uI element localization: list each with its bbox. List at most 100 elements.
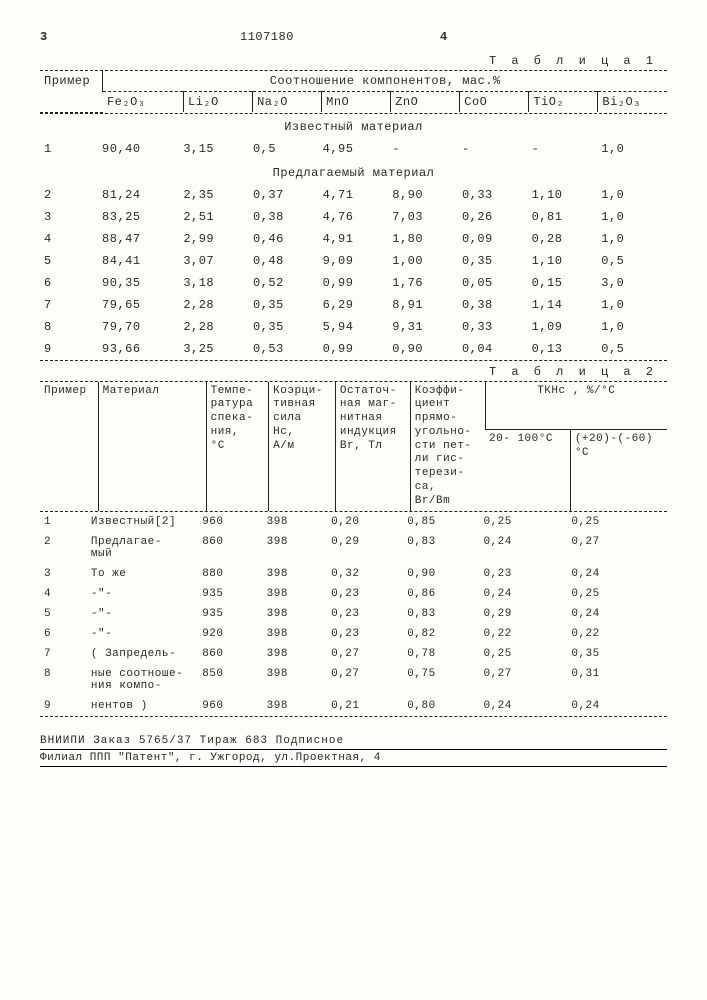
cell: -: [388, 138, 458, 160]
cell: 0,26: [458, 206, 528, 228]
table-row: 1Известный[2]9603980,200,850,250,25: [40, 512, 667, 532]
page-col-left: 3: [40, 30, 240, 44]
cell: 0,27: [567, 532, 667, 564]
cell: 0,23: [327, 624, 403, 644]
cell: 7: [40, 294, 98, 316]
cell: -"-: [87, 624, 198, 644]
t1-col-header: CoO: [460, 92, 529, 113]
table-1-body: Известный материал190,403,150,54,95---1,…: [40, 114, 667, 360]
divider: [40, 360, 667, 361]
cell: 0,24: [479, 696, 567, 716]
cell: 83,25: [98, 206, 179, 228]
cell: 1,0: [597, 184, 667, 206]
cell: 0,04: [458, 338, 528, 360]
table-row: 779,652,280,356,298,910,381,141,0: [40, 294, 667, 316]
cell: 2,28: [179, 316, 249, 338]
cell: 398: [263, 664, 327, 696]
cell: 0,24: [479, 584, 567, 604]
cell: 3,18: [179, 272, 249, 294]
cell: 920: [198, 624, 262, 644]
cell: 4,71: [319, 184, 389, 206]
cell: 2: [40, 532, 87, 564]
cell: 0,38: [249, 206, 319, 228]
cell: 8,90: [388, 184, 458, 206]
cell: То же: [87, 564, 198, 584]
cell: 0,24: [567, 564, 667, 584]
table-row: 879,702,280,355,949,310,331,091,0: [40, 316, 667, 338]
cell: 0,28: [528, 228, 598, 250]
cell: 3,07: [179, 250, 249, 272]
cell: 0,25: [479, 644, 567, 664]
cell: 0,33: [458, 316, 528, 338]
cell: Известный[2]: [87, 512, 198, 532]
cell: 398: [263, 564, 327, 584]
cell: 1,0: [597, 206, 667, 228]
cell: 1,0: [597, 294, 667, 316]
cell: 84,41: [98, 250, 179, 272]
cell: 90,35: [98, 272, 179, 294]
table-row: 383,252,510,384,767,030,260,811,0: [40, 206, 667, 228]
cell: 880: [198, 564, 262, 584]
cell: 0,21: [327, 696, 403, 716]
t2-h4: Коэрци- тивная сила Hc, А/м: [269, 382, 336, 512]
cell: 0,31: [567, 664, 667, 696]
cell: 1,09: [528, 316, 598, 338]
table-row: 488,472,990,464,911,800,090,281,0: [40, 228, 667, 250]
cell: 398: [263, 584, 327, 604]
cell: 1,10: [528, 184, 598, 206]
cell: 1,0: [597, 228, 667, 250]
cell: 1,10: [528, 250, 598, 272]
table1-caption: Т а б л и ц а 1: [40, 54, 657, 68]
cell: 0,52: [249, 272, 319, 294]
cell: 0,25: [567, 584, 667, 604]
cell: 0,5: [249, 138, 319, 160]
cell: 0,75: [403, 664, 479, 696]
cell: 79,70: [98, 316, 179, 338]
cell: 93,66: [98, 338, 179, 360]
cell: 1,14: [528, 294, 598, 316]
cell: 4: [40, 584, 87, 604]
cell: 8: [40, 664, 87, 696]
cell: 398: [263, 644, 327, 664]
table-row: 584,413,070,489,091,000,351,100,5: [40, 250, 667, 272]
cell: 0,99: [319, 338, 389, 360]
cell: 4,76: [319, 206, 389, 228]
cell: 0,22: [567, 624, 667, 644]
cell: 0,24: [567, 696, 667, 716]
cell: 6: [40, 624, 87, 644]
cell: 0,38: [458, 294, 528, 316]
t2-h7a: 20- 100°С: [485, 430, 570, 511]
cell: 0,32: [327, 564, 403, 584]
cell: нентов ): [87, 696, 198, 716]
cell: 9,09: [319, 250, 389, 272]
t1-col-header: Bi₂O₃: [598, 92, 667, 113]
cell: 0,29: [479, 604, 567, 624]
cell: 0,5: [597, 338, 667, 360]
cell: ные соотноше- ния компо-: [87, 664, 198, 696]
cell: 2,28: [179, 294, 249, 316]
section-title: Предлагаемый материал: [40, 160, 667, 184]
cell: 0,85: [403, 512, 479, 532]
cell: -: [528, 138, 598, 160]
cell: 2,99: [179, 228, 249, 250]
cell: 0,33: [458, 184, 528, 206]
table-row: 5-"-9353980,230,830,290,24: [40, 604, 667, 624]
cell: 0,80: [403, 696, 479, 716]
cell: 0,82: [403, 624, 479, 644]
cell: 81,24: [98, 184, 179, 206]
t1-col-header: Li₂O: [184, 92, 253, 113]
cell: 860: [198, 644, 262, 664]
cell: 398: [263, 532, 327, 564]
cell: 1,0: [597, 138, 667, 160]
cell: 0,27: [327, 664, 403, 696]
cell: 3,25: [179, 338, 249, 360]
table2-caption: Т а б л и ц а 2: [40, 365, 657, 379]
table-row: 8ные соотноше- ния компо-8503980,270,750…: [40, 664, 667, 696]
cell: 3,0: [597, 272, 667, 294]
cell: 0,23: [327, 604, 403, 624]
cell: 1: [40, 512, 87, 532]
cell: 960: [198, 512, 262, 532]
t2-h6: Коэффи- циент прямо- угольно- сти пет- л…: [410, 382, 485, 512]
cell: 2,51: [179, 206, 249, 228]
t2-h3: Темпе- ратура спека- ния, °С: [206, 382, 269, 512]
